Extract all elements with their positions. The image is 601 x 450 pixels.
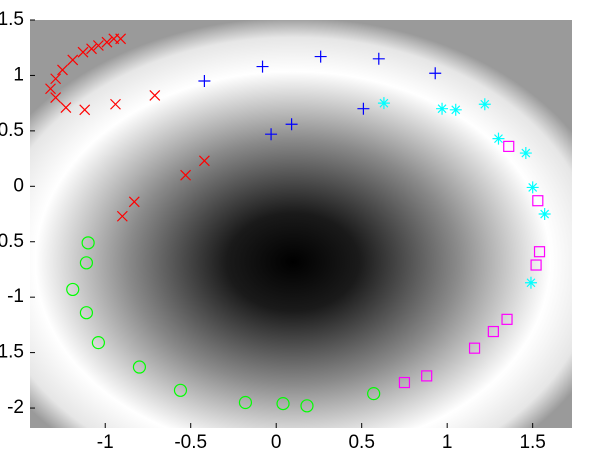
marker-point <box>57 64 68 76</box>
marker-point <box>128 196 140 208</box>
x-tick-label: 1.5 <box>519 432 545 450</box>
marker-point <box>79 256 94 270</box>
marker-point <box>198 155 210 167</box>
marker-point <box>180 169 192 181</box>
marker-point <box>533 246 546 258</box>
marker-point <box>132 360 147 374</box>
marker-point <box>116 210 128 222</box>
y-tick-label: 0 <box>13 175 24 196</box>
marker-point <box>79 104 91 116</box>
marker-point <box>265 128 278 141</box>
marker-point <box>300 399 314 413</box>
marker-point <box>372 52 385 65</box>
marker-point <box>86 43 97 55</box>
marker-point <box>45 83 56 95</box>
background-image <box>30 20 572 428</box>
marker-point <box>314 50 327 63</box>
y-tick-label: -0.5 <box>0 231 24 252</box>
marker-point <box>92 40 104 51</box>
marker-point <box>487 325 499 338</box>
marker-point <box>530 259 542 271</box>
marker-point <box>398 376 411 389</box>
marker-point <box>238 395 253 410</box>
x-tick-label: 0.5 <box>348 432 374 450</box>
marker-point <box>256 60 269 73</box>
marker-point <box>276 397 290 411</box>
plot-area <box>45 33 551 413</box>
marker-point <box>198 74 211 87</box>
marker-point <box>110 98 121 110</box>
marker-point <box>538 208 551 221</box>
marker-point <box>492 132 505 145</box>
marker-point <box>526 181 539 194</box>
marker-point <box>478 98 491 111</box>
marker-point <box>91 336 105 350</box>
marker-point <box>367 387 381 401</box>
x-tick-label: -1 <box>97 432 114 450</box>
x-tick-label: -0.5 <box>174 432 207 450</box>
marker-point <box>421 370 433 382</box>
marker-point <box>377 97 390 110</box>
marker-point <box>436 102 449 115</box>
marker-point <box>77 46 89 58</box>
marker-point <box>449 103 462 116</box>
y-tick-label: 0.5 <box>0 120 24 141</box>
y-tick-label: 1 <box>13 64 24 85</box>
y-tick-label: -1.5 <box>0 342 24 363</box>
marker-point <box>532 195 544 207</box>
marker-point <box>108 33 120 45</box>
x-tick-label: 0 <box>271 432 282 450</box>
marker-point <box>173 383 188 397</box>
marker-point <box>357 102 370 115</box>
x-tick-label: 1 <box>442 432 453 450</box>
y-tick-label: -1 <box>7 286 24 307</box>
marker-point <box>429 67 442 80</box>
marker-point <box>79 306 94 320</box>
marker-point <box>50 73 62 85</box>
marker-point <box>468 342 481 354</box>
marker-point <box>60 102 72 114</box>
marker-point <box>524 276 537 289</box>
marker-point <box>67 54 79 66</box>
marker-point <box>501 313 513 325</box>
marker-point <box>66 282 80 297</box>
marker-point <box>503 140 515 152</box>
marker-point <box>50 92 62 104</box>
marker-point <box>285 118 298 131</box>
marker-point <box>81 236 95 250</box>
marker-point <box>101 36 113 48</box>
marker-point <box>149 89 161 101</box>
y-tick-label: -2 <box>7 397 24 418</box>
marker-point <box>519 147 532 160</box>
y-tick-label: 1.5 <box>0 9 24 30</box>
